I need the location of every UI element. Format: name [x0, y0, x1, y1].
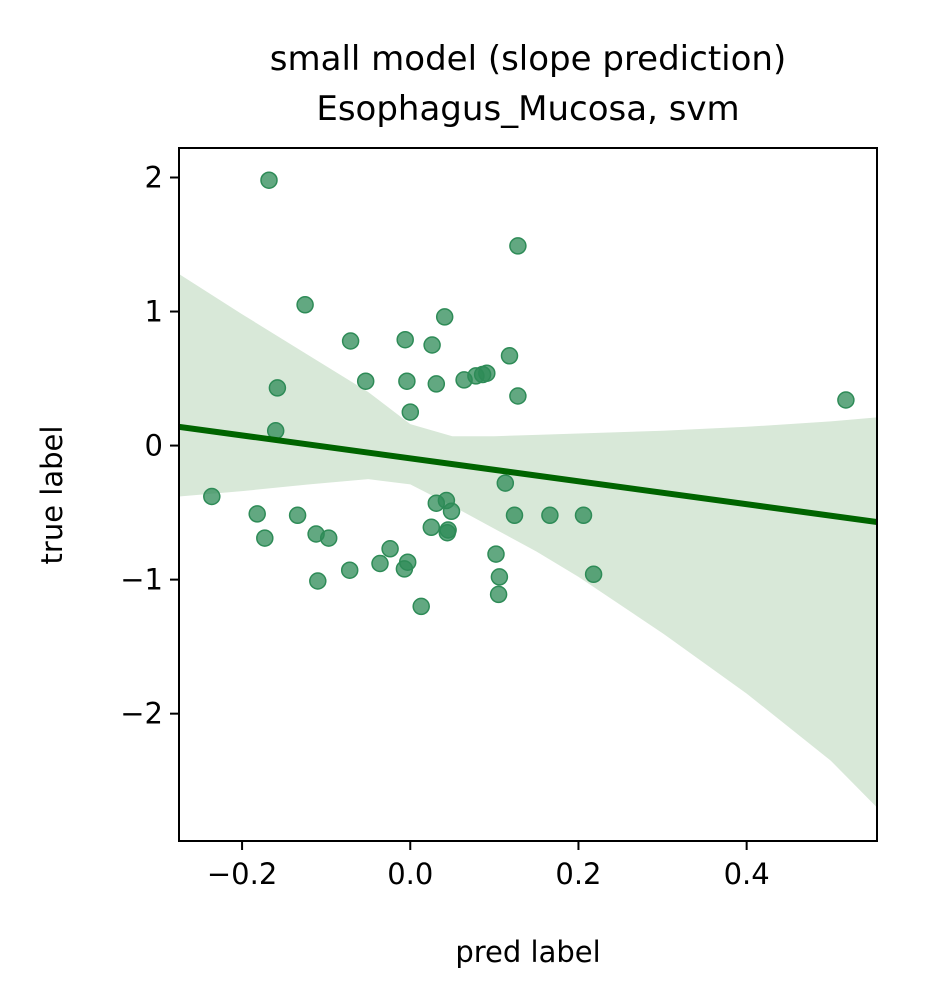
data-points — [203, 171, 855, 616]
y-tick-label: 0 — [145, 429, 163, 463]
data-point-32 — [438, 523, 457, 542]
data-point-25 — [248, 505, 266, 523]
regression-line — [179, 423, 877, 525]
data-point-21 — [203, 487, 221, 506]
y-axis-label: true label — [35, 426, 69, 565]
data-point-18 — [401, 403, 420, 421]
y-tick-label: 2 — [145, 160, 163, 194]
chart-title: small model (slope prediction) — [270, 39, 786, 79]
data-point-39 — [371, 554, 389, 573]
x-tick-label: 0.4 — [724, 857, 770, 891]
data-point-4 — [341, 332, 360, 350]
data-point-17 — [837, 391, 855, 409]
data-point-43 — [490, 568, 509, 586]
data-point-24 — [442, 502, 461, 521]
y-tick-label: −2 — [120, 697, 163, 731]
data-point-5 — [396, 330, 414, 349]
data-point-2 — [296, 296, 314, 314]
confidence-band — [179, 274, 877, 808]
data-point-44 — [309, 572, 327, 590]
data-point-6 — [423, 336, 441, 354]
data-point-20 — [496, 474, 515, 492]
data-point-42 — [584, 565, 603, 584]
y-tick-label: 1 — [145, 295, 163, 329]
data-point-0 — [260, 171, 278, 189]
data-point-27 — [505, 506, 524, 525]
x-tick-label: 0.0 — [387, 857, 433, 891]
data-point-1 — [509, 237, 527, 255]
data-point-37 — [487, 545, 505, 563]
data-point-36 — [381, 540, 399, 558]
data-point-34 — [319, 529, 338, 547]
data-point-28 — [541, 506, 559, 525]
plot-area — [179, 171, 877, 808]
data-point-23 — [427, 494, 446, 512]
chart-subtitle: Esophagus_Mucosa, svm — [316, 89, 739, 129]
x-tick-label: −0.2 — [207, 857, 277, 891]
x-tick-label: 0.2 — [555, 857, 601, 891]
data-point-30 — [422, 518, 441, 537]
x-axis-label: pred label — [455, 935, 600, 969]
data-point-46 — [412, 597, 430, 616]
data-point-7 — [500, 347, 519, 365]
data-point-29 — [574, 506, 593, 525]
data-point-41 — [340, 561, 359, 579]
data-point-3 — [435, 308, 454, 326]
plot-frame — [178, 147, 878, 842]
data-point-15 — [268, 379, 287, 397]
data-point-13 — [398, 372, 416, 390]
data-point-16 — [509, 387, 527, 405]
x-axis-ticks: −0.2 0.0 0.2 0.4 — [207, 841, 770, 891]
data-point-40 — [395, 560, 414, 578]
y-tick-label: −1 — [120, 563, 163, 597]
data-point-45 — [489, 585, 508, 604]
y-axis-ticks: 2 1 0 −1 −2 — [120, 160, 179, 731]
data-point-35 — [256, 529, 274, 547]
data-point-14 — [427, 375, 446, 393]
data-point-26 — [288, 506, 307, 525]
data-point-11 — [455, 371, 473, 389]
data-point-12 — [356, 372, 375, 390]
